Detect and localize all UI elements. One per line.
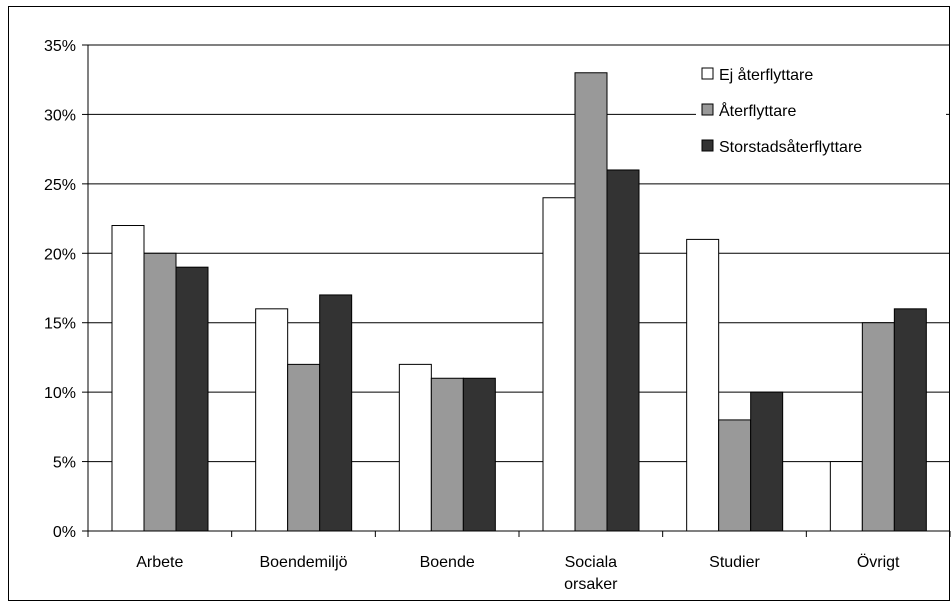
x-tick-label: Boende [420,554,475,571]
legend-label-1: Ej återflyttare [719,66,813,84]
x-tick-label: Boendemiljö [259,554,347,571]
bar-3-5 [750,391,784,532]
legend-label-3: Storstadsåterflyttare [719,138,862,156]
legend: Ej återflyttare Återflyttare Storstadsåter… [696,50,946,162]
axes: 0% 5% 10% 15% 20% 25% 30% 35% Arbete Boendemiljö B… [44,38,951,593]
y-tick-label: 30% [44,107,76,124]
bar-2-1 [143,252,177,532]
bar-1-4 [542,197,576,532]
y-tick-label: 20% [44,246,76,263]
y-tick-label: 25% [44,177,76,194]
bar-3-2 [319,294,353,532]
x-tick-label: Studier [709,554,760,571]
bar-3-6 [893,308,927,532]
x-tick-label: Sociala orsaker [564,554,618,593]
y-tick-label: 0% [53,524,76,541]
y-tick-label: 35% [44,38,76,55]
bar-2-4 [574,72,608,532]
bar-3-1 [175,266,209,532]
bar-2-5 [718,419,752,532]
bars [111,72,927,532]
x-tick-label: Övrigt [857,553,900,571]
bar-2-3 [430,377,464,532]
bar-1-6 [829,461,863,532]
bar-1-1 [111,225,145,532]
bar-2-2 [287,363,321,532]
legend-label-2: Återflyttare [719,101,796,120]
y-tick-label: 10% [44,385,76,402]
legend-swatch-3 [701,139,714,152]
bar-3-3 [462,377,496,532]
legend-background [696,50,946,162]
bar-1-2 [255,308,289,532]
legend-swatch-2 [701,103,714,116]
y-tick-label: 5% [53,455,76,472]
bar-1-3 [398,363,432,532]
y-tick-label: 15% [44,316,76,333]
bar-2-6 [861,322,895,532]
bar-3-4 [606,169,640,532]
legend-swatch-1 [701,67,714,80]
bar-1-5 [686,238,720,532]
x-tick-label: Arbete [136,554,183,571]
